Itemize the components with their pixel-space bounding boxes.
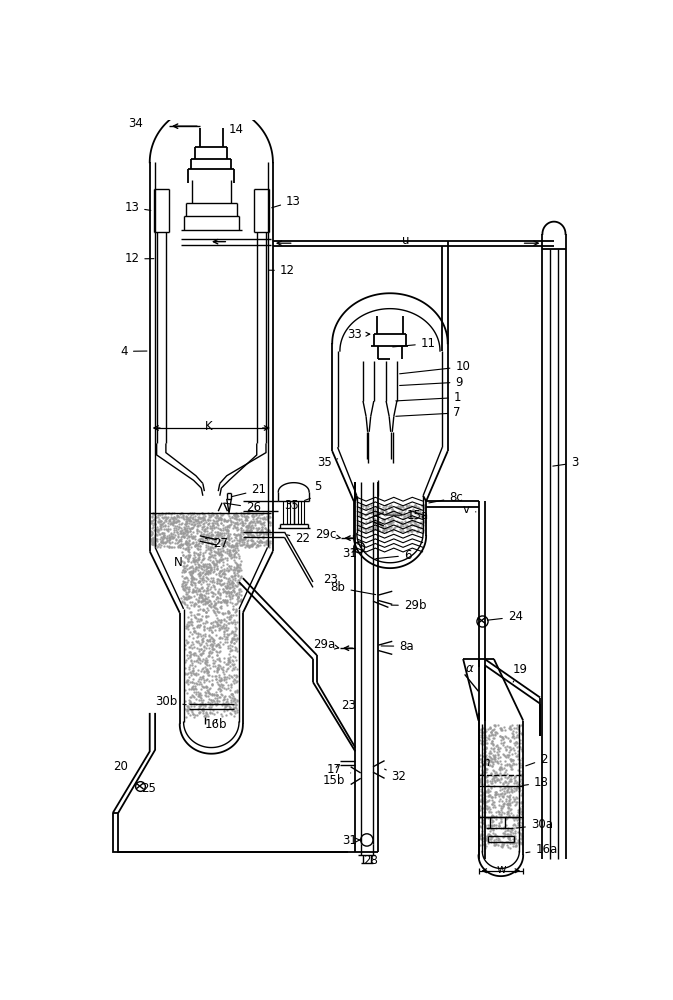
Text: 15b: 15b xyxy=(323,773,351,787)
Text: 5: 5 xyxy=(314,480,321,493)
Text: 25: 25 xyxy=(141,782,156,795)
Text: 31: 31 xyxy=(342,547,357,560)
Text: N: N xyxy=(174,556,182,569)
Text: 23: 23 xyxy=(341,699,356,712)
Text: 35: 35 xyxy=(317,456,338,470)
Text: 12: 12 xyxy=(269,264,295,277)
Text: 3: 3 xyxy=(553,456,578,470)
Text: 15a: 15a xyxy=(386,509,429,522)
Text: 20: 20 xyxy=(113,760,128,773)
Text: 14: 14 xyxy=(228,123,243,136)
Text: 11: 11 xyxy=(393,337,435,350)
Text: 29a: 29a xyxy=(313,638,339,651)
Text: 22: 22 xyxy=(287,532,310,545)
Text: 26: 26 xyxy=(225,501,261,514)
Text: h: h xyxy=(483,756,490,769)
Text: v: v xyxy=(463,503,476,516)
Text: 35: 35 xyxy=(285,498,310,512)
Text: 8a: 8a xyxy=(381,640,414,653)
Text: 8c: 8c xyxy=(429,491,463,504)
Text: 17: 17 xyxy=(327,763,342,776)
Text: K: K xyxy=(205,420,213,433)
Text: 33: 33 xyxy=(348,328,369,341)
Text: 9: 9 xyxy=(400,376,463,389)
Text: 29b: 29b xyxy=(391,599,426,612)
Text: 18: 18 xyxy=(522,776,548,789)
Text: 19: 19 xyxy=(513,663,528,682)
Text: 16a: 16a xyxy=(526,843,558,856)
Text: w: w xyxy=(496,863,505,876)
Text: α: α xyxy=(466,662,473,675)
Text: 27: 27 xyxy=(205,537,228,550)
Text: 13: 13 xyxy=(272,195,301,208)
Text: 16b: 16b xyxy=(205,718,227,731)
Text: 34: 34 xyxy=(128,117,143,130)
Text: 8b: 8b xyxy=(330,581,376,595)
Text: 30a: 30a xyxy=(517,818,553,831)
Text: u: u xyxy=(402,234,409,247)
Text: 6: 6 xyxy=(376,549,411,562)
Text: 10: 10 xyxy=(400,360,470,374)
Text: 30b: 30b xyxy=(155,695,186,708)
Text: 23: 23 xyxy=(323,573,338,586)
Text: 24: 24 xyxy=(487,610,523,624)
Text: 7: 7 xyxy=(396,406,460,419)
Text: 29c: 29c xyxy=(315,528,341,541)
Text: 4: 4 xyxy=(120,345,147,358)
Text: 2: 2 xyxy=(526,753,548,766)
Text: 21: 21 xyxy=(232,483,267,497)
Text: 12: 12 xyxy=(125,252,154,265)
Text: 13: 13 xyxy=(125,201,151,214)
Text: 32: 32 xyxy=(384,769,406,783)
Text: 28: 28 xyxy=(363,854,378,867)
Text: 31: 31 xyxy=(342,834,360,847)
Text: 1: 1 xyxy=(396,391,462,404)
